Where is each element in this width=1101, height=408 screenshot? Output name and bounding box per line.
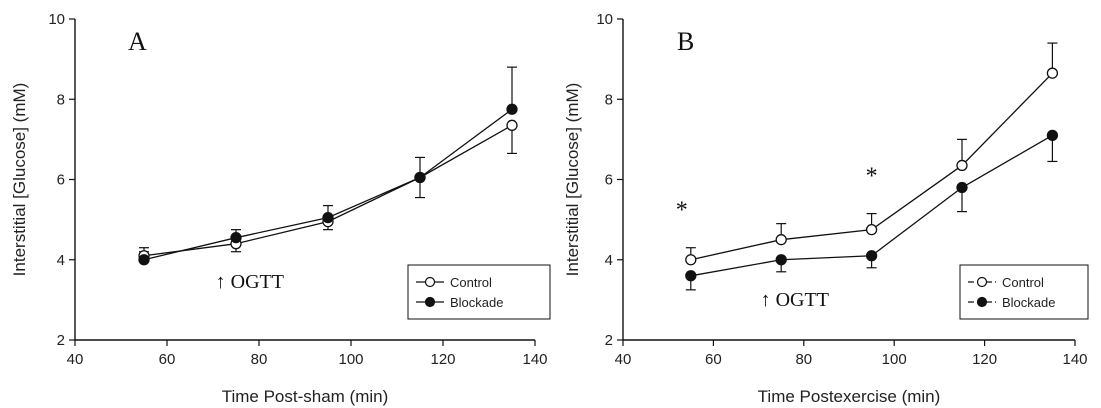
x-tick-label: 120	[972, 351, 997, 368]
ogtt-annotation: ↑ OGTT	[216, 271, 284, 293]
data-point-blockade	[138, 254, 150, 266]
x-tick-label: 80	[795, 351, 812, 368]
y-tick-label: 8	[57, 91, 65, 108]
x-axis-title: Time Post-sham (min)	[222, 387, 389, 406]
series-line-control	[143, 124, 513, 257]
data-point-blockade	[506, 103, 518, 115]
x-tick-label: 80	[251, 351, 268, 368]
y-tick-label: 6	[57, 172, 65, 189]
y-tick-label: 10	[48, 11, 65, 28]
panel-letter: B	[677, 27, 694, 56]
x-tick-label: 120	[430, 351, 455, 368]
y-tick-label: 4	[605, 252, 613, 269]
significance-star: *	[676, 198, 688, 224]
y-tick-label: 10	[596, 11, 613, 28]
data-point-blockade	[865, 250, 878, 262]
panel-letter: A	[128, 27, 147, 56]
x-tick-label: 100	[882, 351, 907, 368]
significance-star: *	[866, 164, 878, 190]
y-tick-label: 4	[57, 252, 65, 269]
x-tick-label: 140	[522, 351, 547, 368]
legend-marker	[976, 276, 988, 288]
legend-marker	[976, 296, 988, 308]
data-point-control	[956, 159, 968, 172]
y-tick-label: 2	[605, 332, 613, 349]
x-tick-label: 60	[705, 351, 722, 368]
chart-panel-b: 2 4 6 8 10 40 60 80 100 120 140 Time Postexercise (…	[563, 0, 1089, 406]
data-point-control	[775, 234, 787, 246]
y-axis-title: Interstitial [Glucose] (mM)	[563, 83, 582, 277]
x-tick-label: 140	[1062, 351, 1087, 368]
data-point-control	[685, 254, 697, 266]
data-point-blockade	[775, 254, 787, 266]
legend-label: Control	[1002, 275, 1044, 290]
legend: Control Blockade	[959, 264, 1089, 320]
legend-box	[407, 264, 551, 320]
series-line-blockade	[143, 108, 513, 261]
legend-marker	[424, 276, 436, 288]
legend-label: Blockade	[1002, 295, 1055, 310]
data-point-blockade	[414, 171, 426, 184]
data-point-control	[865, 224, 878, 236]
x-tick-label: 100	[338, 351, 363, 368]
significance-star: *	[1046, 0, 1058, 11]
data-point-control	[1046, 67, 1059, 79]
data-point-control	[506, 119, 518, 131]
data-point-blockade	[685, 270, 697, 282]
y-tick-label: 8	[605, 91, 613, 108]
data-point-blockade	[956, 181, 968, 194]
legend-label: Control	[450, 275, 492, 290]
ogtt-annotation: ↑ OGTT	[761, 289, 829, 311]
x-axis-title: Time Postexercise (min)	[758, 387, 941, 406]
legend-marker	[424, 296, 436, 308]
legend-label: Blockade	[450, 295, 503, 310]
y-tick-label: 2	[57, 332, 65, 349]
legend-box	[959, 264, 1089, 320]
data-point-blockade	[230, 232, 242, 244]
y-tick-label: 6	[605, 172, 613, 189]
legend: Control Blockade	[407, 264, 551, 320]
data-point-blockade	[322, 211, 334, 224]
x-tick-label: 40	[67, 351, 84, 368]
y-axis-title: Interstitial [Glucose] (mM)	[10, 83, 29, 277]
x-tick-label: 60	[159, 351, 176, 368]
data-point-blockade	[1046, 129, 1059, 142]
chart-panel-a: 2 4 6 8 10 40 60 80 100 120 140 Time Post-sham (min…	[10, 11, 551, 406]
x-tick-label: 40	[615, 351, 632, 368]
